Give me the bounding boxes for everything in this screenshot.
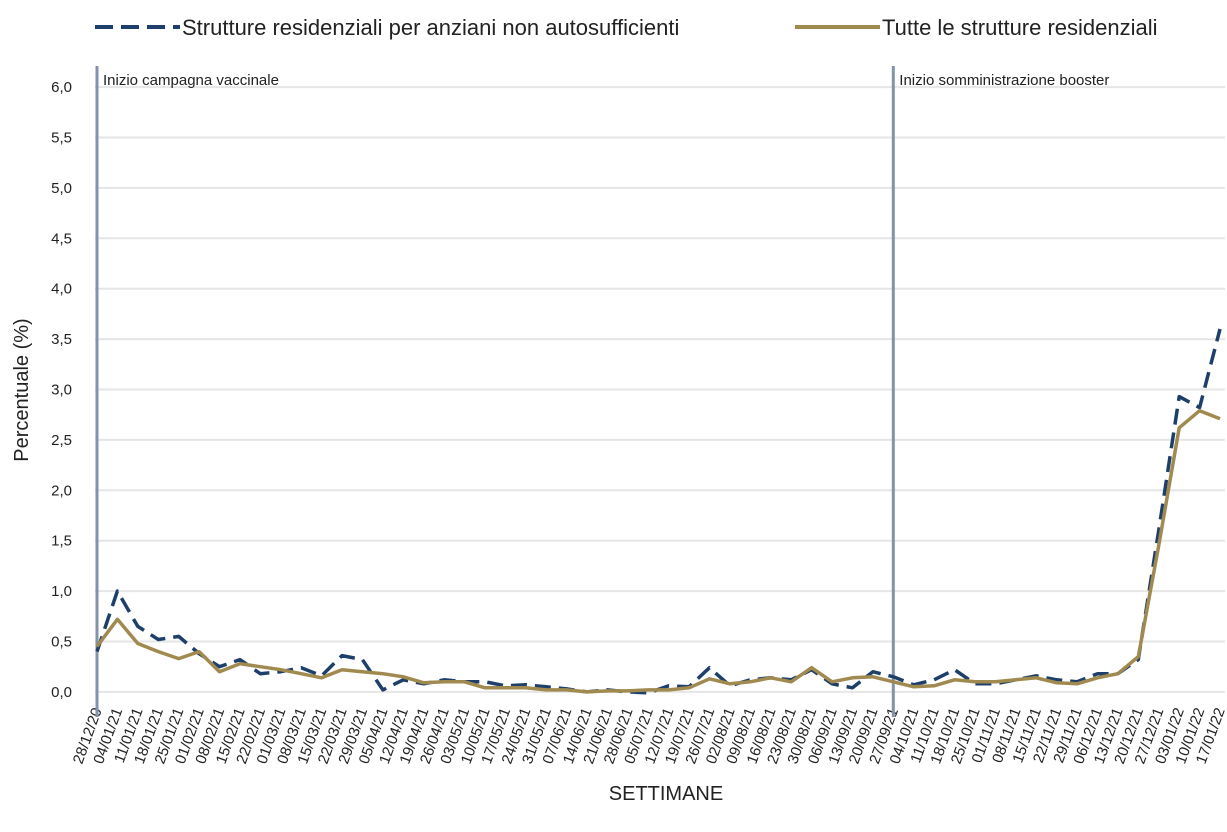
x-axis-title: SETTIMANE xyxy=(609,783,723,805)
y-tick-label: 2,0 xyxy=(51,482,72,499)
y-tick-label: 4,5 xyxy=(51,230,72,247)
y-tick-label: 5,0 xyxy=(51,180,72,197)
y-tick-label: 6,0 xyxy=(51,79,72,96)
annotation: Inizio campagna vaccinale xyxy=(103,72,279,89)
y-tick-label: 3,5 xyxy=(51,331,72,348)
legend-label: Strutture residenziali per anziani non a… xyxy=(182,15,679,40)
y-tick-label: 3,0 xyxy=(51,382,72,399)
y-tick-label: 4,0 xyxy=(51,281,72,298)
y-tick-label: 0,5 xyxy=(51,633,72,650)
y-axis-title: Percentuale (%) xyxy=(11,318,33,461)
y-tick-label: 1,5 xyxy=(51,533,72,550)
legend-label: Tutte le strutture residenziali xyxy=(882,15,1158,40)
y-tick-label: 2,5 xyxy=(51,432,72,449)
y-tick-label: 0,0 xyxy=(51,684,72,701)
y-tick-label: 1,0 xyxy=(51,583,72,600)
series-line xyxy=(95,328,1222,695)
y-tick-label: 5,5 xyxy=(51,130,72,147)
annotation: Inizio somministrazione booster xyxy=(899,72,1109,89)
series-line xyxy=(95,408,1221,694)
